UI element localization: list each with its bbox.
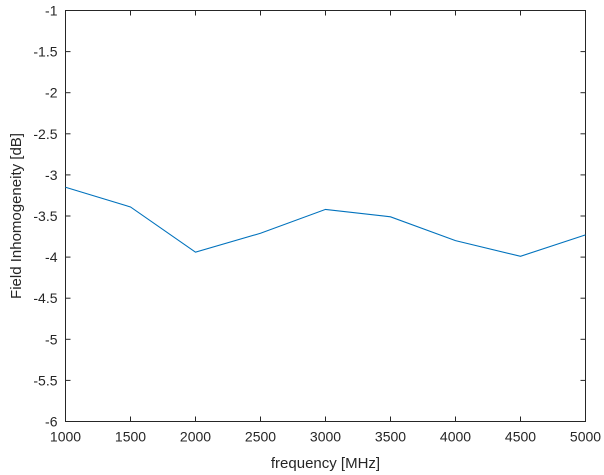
y-tick-label: -4.5: [33, 290, 57, 306]
axis-tick-labels: 1000 1500 2000 2500 3000 3500 4000 4500 5000 -1 -1…: [33, 3, 601, 445]
y-tick-label: -4: [45, 249, 58, 265]
y-tick-label: -1: [45, 3, 58, 19]
y-tick-label: -5: [45, 331, 58, 347]
plot-area: [65, 10, 586, 422]
x-tick-label: 2000: [180, 429, 211, 445]
y-tick-label: -5.5: [33, 372, 57, 388]
x-tick-label: 5000: [570, 429, 601, 445]
data-series: [65, 186, 586, 257]
y-tick-label: -2: [45, 85, 58, 101]
x-axis-label: frequency [MHz]: [271, 455, 380, 472]
x-tick-label: 2500: [245, 429, 276, 445]
x-tick-label: 4000: [440, 429, 471, 445]
y-tick-label: -2.5: [33, 126, 57, 142]
y-axis-label: Field Inhomogeneity [dB]: [8, 133, 25, 299]
y-tick-label: -3: [45, 167, 58, 183]
x-tick-label: 1000: [50, 429, 81, 445]
axis-ticks: [65, 10, 586, 422]
x-tick-label: 4500: [505, 429, 536, 445]
x-tick-label: 3500: [375, 429, 406, 445]
y-tick-label: -3.5: [33, 208, 57, 224]
y-tick-label: -6: [45, 414, 58, 430]
series-line: [65, 186, 586, 257]
x-tick-label: 3000: [310, 429, 341, 445]
y-tick-label: -1.5: [33, 44, 57, 60]
x-tick-label: 1500: [115, 429, 146, 445]
